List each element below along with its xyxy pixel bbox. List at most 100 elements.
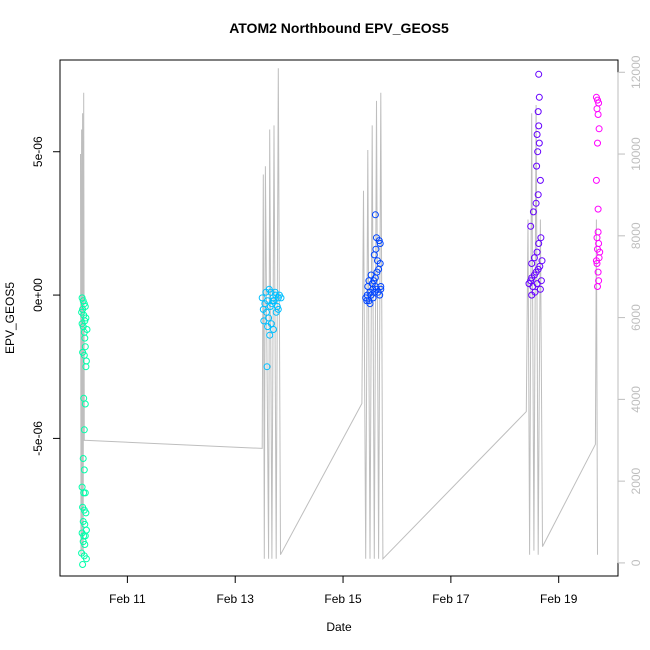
data-point-series-5 [593,105,601,113]
data-point-series-4 [537,277,545,285]
data-point-series-4 [528,260,536,267]
y-tick-label: -5e-06 [31,421,45,456]
data-point-series-3 [374,257,381,265]
data-point-series-4 [530,254,538,262]
chart-title: ATOM2 Northbound EPV_GEOS5 [229,20,449,36]
data-point-series-1 [81,541,89,548]
data-point-series-4 [535,70,543,78]
data-point-series-3 [370,251,378,259]
data-point-series-2 [260,317,268,325]
data-point-series-3 [364,283,372,290]
data-point-series-4 [534,148,542,156]
data-point-series-3 [369,294,377,302]
y-axis-label: EPV_GEOS5 [3,282,17,354]
right-tick-label: 4000 [629,386,643,413]
data-point-series-5 [593,260,601,267]
data-point-series-4 [534,191,542,199]
data-point-series-2 [266,331,274,339]
data-point-series-5 [594,228,602,236]
data-point-series-4 [533,131,541,138]
data-point-series-2 [275,291,283,299]
altitude-line-layer [80,68,598,561]
x-axis-label: Date [326,620,352,634]
data-point-series-1 [80,426,88,434]
x-tick-label: Feb 17 [432,592,470,606]
data-point-series-4 [533,248,541,256]
data-point-series-2 [274,305,282,313]
data-point-series-2 [267,320,275,328]
data-point-series-5 [595,125,603,133]
data-point-series-2 [258,294,266,302]
data-point-series-5 [594,283,601,290]
data-point-series-3 [371,211,379,219]
y-tick-label: 0e+00 [31,278,45,312]
data-point-series-4 [537,234,545,242]
right-tick-label: 8000 [629,222,643,249]
x-tick-label: Feb 11 [109,592,146,606]
data-point-series-1 [81,343,89,351]
data-point-series-4 [532,199,540,207]
data-point-series-2 [267,288,275,296]
data-point-series-5 [596,248,604,256]
data-point-series-3 [376,240,384,247]
y-tick-label: 5e-06 [31,136,45,167]
data-point-series-4 [535,139,543,147]
data-point-series-1 [80,466,88,474]
scatter-points-layer [78,70,604,568]
data-point-series-1 [81,334,89,342]
data-point-series-1 [79,455,87,462]
right-tick-label: 12000 [629,55,643,89]
data-point-series-1 [82,526,90,534]
data-point-series-4 [531,288,539,296]
x-axis: Feb 11 Feb 13 Feb 15 Feb 17 Feb 19 [109,575,578,606]
data-point-series-3 [373,234,380,242]
data-point-series-4 [533,162,541,170]
data-point-series-5 [592,257,600,265]
data-point-series-3 [365,277,373,285]
right-tick-label: 0 [629,559,643,566]
data-point-series-1 [82,555,90,563]
data-point-series-1 [78,308,86,316]
data-point-series-5 [593,234,601,242]
x-tick-label: Feb 19 [540,592,578,606]
data-point-series-4 [536,176,544,184]
data-point-series-5 [594,139,601,147]
y-axis-right: 0 2000 4000 6000 8000 10000 12000 [617,55,643,566]
right-tick-label: 2000 [629,467,643,494]
data-point-series-3 [377,283,385,290]
data-point-series-2 [269,297,277,305]
right-tick-label: 6000 [629,304,643,331]
data-point-series-3 [377,285,385,293]
x-tick-label: Feb 15 [324,592,362,606]
data-point-series-4 [535,240,543,247]
data-point-series-1 [81,489,89,497]
altitude-line [80,68,598,561]
data-point-series-5 [592,176,600,184]
data-point-series-4 [535,122,543,130]
data-point-series-1 [82,363,90,371]
data-point-series-1 [83,326,91,333]
data-point-series-5 [594,111,602,118]
data-point-series-2 [270,326,277,333]
x-tick-label: Feb 13 [217,592,255,606]
data-point-series-5 [594,205,602,213]
data-point-series-1 [79,561,87,568]
data-point-series-4 [529,208,537,216]
data-point-series-1 [81,400,89,408]
data-point-series-3 [363,297,371,305]
data-point-series-4 [538,257,546,265]
data-point-series-4 [535,93,543,101]
data-point-series-1 [82,314,90,322]
data-point-series-2 [263,363,271,371]
data-point-series-3 [372,245,380,253]
right-tick-label: 10000 [629,137,643,171]
data-point-series-5 [594,268,602,276]
data-point-series-4 [527,222,535,230]
data-point-series-1 [82,509,90,517]
data-point-series-4 [536,285,544,293]
data-point-series-1 [78,320,86,328]
data-point-series-4 [534,108,542,116]
data-point-series-1 [80,351,88,359]
